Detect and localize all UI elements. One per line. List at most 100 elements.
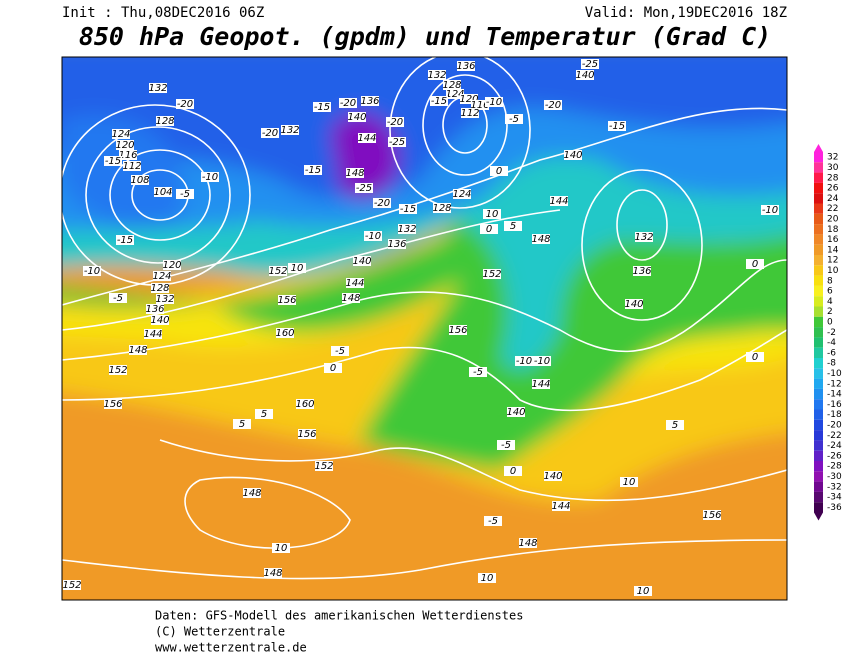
contour-label: -5 [180,189,190,200]
contour-label-box [116,140,134,150]
contour-label-box [484,516,502,526]
contour-label: 0 [510,466,516,477]
contour-label-box [151,315,169,325]
contour-label-box [461,108,479,118]
contour-label: -25 [356,183,372,194]
contour-label-box [497,440,515,450]
contour-label-box [504,221,522,231]
contour-label-box [233,419,251,429]
contour-label: -15 [400,204,416,215]
contour-label: 152 [268,266,287,277]
contour-label-box [104,399,122,409]
colorbar-arrow-top [814,144,823,152]
contour-label-box [324,363,342,373]
colorbar-label: -6 [827,348,836,358]
contour-label: 5 [672,420,678,431]
contour-label: -10 [762,205,778,216]
contour-label: 132 [427,70,446,81]
geopotential-contours [62,57,787,580]
colorbar-label: -2 [827,328,836,338]
colorbar-label: -4 [827,338,836,348]
contour-label: -15 [431,96,447,107]
contour-label-box [176,189,194,199]
contour-label: -5 [488,516,498,527]
contour-label: 152 [108,365,127,376]
contour-label: -5 [509,114,519,125]
colorbar-label: 14 [827,245,839,255]
contour-label-box [620,477,638,487]
colorbar-swatch [814,203,823,214]
colorbar-swatch [814,430,823,441]
contour-label: 140 [563,150,582,161]
colorbar-label: -36 [827,503,842,513]
contour-label-box [112,129,130,139]
contour-label-box [478,573,496,583]
contour-label: -25 [582,59,598,70]
contour-label-box [608,121,626,131]
contour-label-box [532,234,550,244]
colorbar-label: -18 [827,410,842,420]
colorbar-label: 22 [827,204,838,214]
contour-label: 136 [360,96,379,107]
contour-label: 140 [624,299,643,310]
contour-label-box [399,204,417,214]
contour-label: 124 [452,189,471,200]
contour-label-box [483,209,501,219]
contour-label-box [483,269,501,279]
contour-label: 136 [145,304,164,315]
colorbar-label: 8 [827,276,833,286]
contour-label-box [485,97,503,107]
contour-label-box [355,183,373,193]
contour-label: 132 [634,232,653,243]
colorbar-swatch [814,296,823,307]
contour-label: 132 [280,125,299,136]
colorbar-swatch [814,388,823,400]
contour-label-box [151,283,169,293]
contour-label-box [146,304,164,314]
contour-label: 0 [752,259,758,270]
contour-label: 116 [470,100,489,111]
colorbar-label: 32 [827,153,838,163]
contour-label-box [507,407,525,417]
contour-label: -20 [262,128,278,139]
contour-label: 160 [295,399,314,410]
colorbar-swatch [814,440,823,451]
contour-label-box [361,96,379,106]
colorbar-label: -12 [827,379,842,389]
colorbar-label: 28 [827,173,839,183]
contour-label-box [348,112,366,122]
valid-time: Valid: Mon,19DEC2016 18Z [585,5,787,21]
contour-label-box [278,295,296,305]
contour-label-box [364,231,382,241]
contour-label: 128 [432,203,451,214]
contour-label: 156 [277,295,296,306]
contour-label-box [490,166,508,176]
contour-label-box [276,328,294,338]
colorbar-swatch [814,450,823,461]
contour-label: -5 [335,346,345,357]
contour-label: 136 [632,266,651,277]
contour-label: 156 [448,325,467,336]
colorbar-swatch [814,337,823,348]
contour-label-box [313,102,331,112]
contour-label: 0 [752,352,758,363]
contour-label-box [116,235,134,245]
contour-label: 124 [152,271,171,282]
contour-label-box [119,150,137,160]
contour-label-box [443,80,461,90]
contour-label: 120 [115,140,134,151]
contour-label-box [163,260,181,270]
colorbar-swatch [814,368,823,379]
contour-label: 156 [297,429,316,440]
contour-label-box [104,156,122,166]
colorbar-swatch [814,471,823,482]
contour-label-box [746,352,764,362]
contour-label-box [449,325,467,335]
contour-label-box [633,266,651,276]
colorbar-label: -26 [827,451,842,461]
contour-label-box [109,365,127,375]
colorbar-swatch [814,285,823,297]
contour-label-box [331,346,349,356]
